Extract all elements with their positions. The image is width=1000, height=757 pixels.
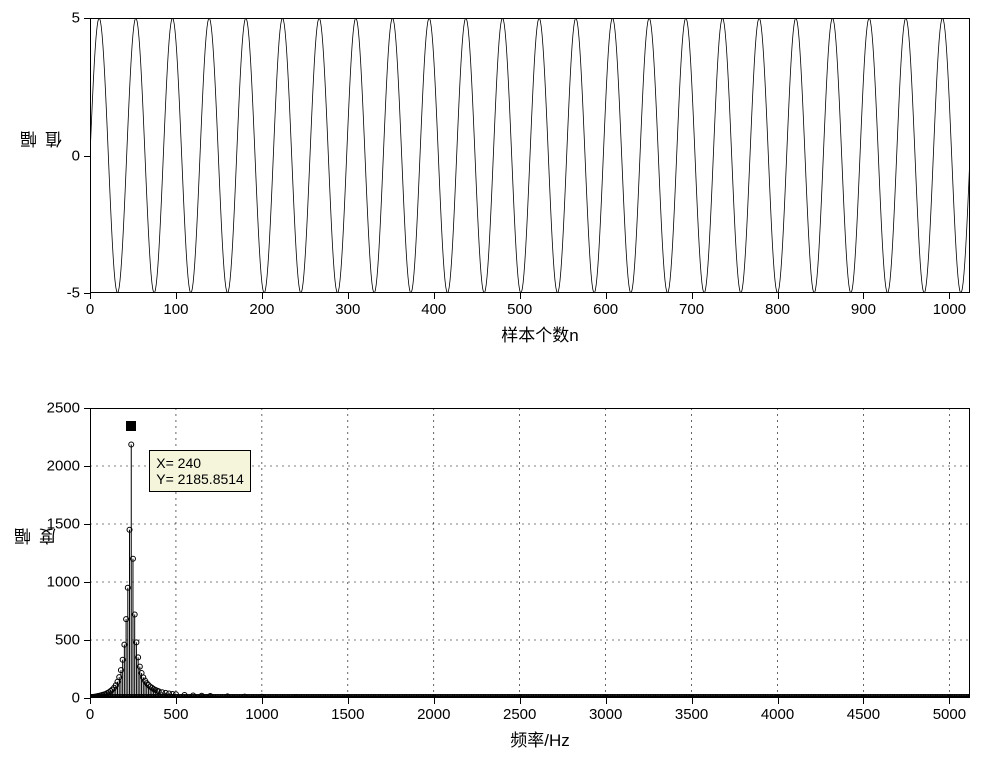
x-tick xyxy=(520,698,521,704)
xlabel-1: 样本个数n xyxy=(480,321,600,346)
y-tick-label: 0 xyxy=(72,147,80,164)
x-tick xyxy=(606,293,607,299)
x-tick-label: 4500 xyxy=(847,706,880,723)
x-tick-label: 200 xyxy=(249,301,274,318)
sine-line xyxy=(90,18,970,293)
x-tick-label: 100 xyxy=(163,301,188,318)
y-tick-label: 2000 xyxy=(47,458,80,475)
x-tick-label: 700 xyxy=(679,301,704,318)
y-tick-label: -5 xyxy=(67,285,80,302)
y-tick xyxy=(84,293,90,294)
x-tick xyxy=(692,293,693,299)
x-tick xyxy=(90,698,91,704)
y-tick-label: 2500 xyxy=(47,400,80,417)
x-tick xyxy=(262,698,263,704)
x-tick xyxy=(348,698,349,704)
figure: 幅值 样本个数n 幅度 频率/Hz 0100200300400500600700… xyxy=(0,0,1000,757)
x-tick-label: 900 xyxy=(851,301,876,318)
y-tick-label: 1000 xyxy=(47,574,80,591)
x-tick xyxy=(90,293,91,299)
datatip: X= 240Y= 2185.8514 xyxy=(149,450,251,492)
x-tick-label: 0 xyxy=(86,301,94,318)
y-tick xyxy=(84,698,90,699)
datatip-x: X= 240 xyxy=(156,455,244,471)
x-tick-label: 500 xyxy=(163,706,188,723)
x-tick xyxy=(348,293,349,299)
x-tick xyxy=(262,293,263,299)
xlabel-2: 频率/Hz xyxy=(480,726,600,751)
x-tick xyxy=(778,698,779,704)
peak-marker xyxy=(126,421,136,431)
datatip-y: Y= 2185.8514 xyxy=(156,471,244,487)
x-tick-label: 3000 xyxy=(589,706,622,723)
x-tick xyxy=(520,293,521,299)
x-tick xyxy=(606,698,607,704)
x-tick-label: 400 xyxy=(421,301,446,318)
ylabel-1: 幅值 xyxy=(18,131,68,148)
x-tick-label: 2000 xyxy=(417,706,450,723)
x-tick xyxy=(863,293,864,299)
x-tick xyxy=(434,698,435,704)
y-tick-label: 1500 xyxy=(47,516,80,533)
x-tick-label: 2500 xyxy=(503,706,536,723)
x-tick xyxy=(863,698,864,704)
x-tick-label: 1000 xyxy=(245,706,278,723)
x-tick xyxy=(176,698,177,704)
x-tick-label: 4000 xyxy=(761,706,794,723)
x-tick xyxy=(949,698,950,704)
x-tick xyxy=(692,698,693,704)
x-tick-label: 3500 xyxy=(675,706,708,723)
x-tick-label: 500 xyxy=(507,301,532,318)
x-tick xyxy=(434,293,435,299)
x-tick-label: 5000 xyxy=(933,706,966,723)
y-tick-label: 0 xyxy=(72,690,80,707)
x-tick xyxy=(949,293,950,299)
x-tick xyxy=(778,293,779,299)
x-tick-label: 1500 xyxy=(331,706,364,723)
y-tick-label: 500 xyxy=(55,632,80,649)
x-tick-label: 1000 xyxy=(933,301,966,318)
x-tick xyxy=(176,293,177,299)
x-tick-label: 0 xyxy=(86,706,94,723)
x-tick-label: 600 xyxy=(593,301,618,318)
x-tick-label: 300 xyxy=(335,301,360,318)
x-tick-label: 800 xyxy=(765,301,790,318)
y-tick-label: 5 xyxy=(72,10,80,27)
